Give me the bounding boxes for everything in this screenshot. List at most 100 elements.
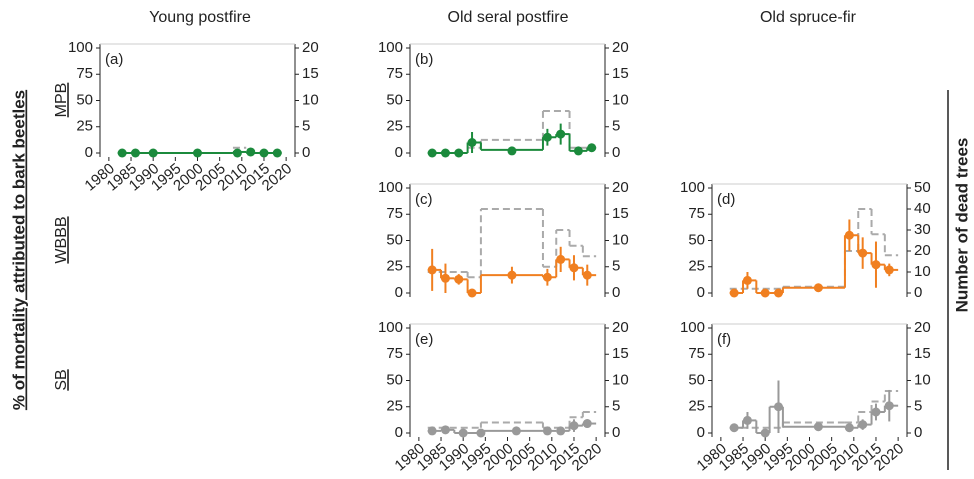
y-tick-label: 50 bbox=[76, 91, 93, 108]
y-tick-label: 0 bbox=[697, 284, 705, 301]
point bbox=[259, 148, 269, 158]
y-tick-label: 50 bbox=[386, 371, 403, 388]
panel-label: (e) bbox=[415, 331, 433, 348]
point bbox=[542, 426, 552, 436]
y2-tick-label: 10 bbox=[612, 231, 629, 248]
point bbox=[117, 148, 127, 158]
point bbox=[232, 148, 242, 158]
point bbox=[467, 138, 477, 147]
y-tick-label: 75 bbox=[688, 205, 705, 222]
y2-tick-label: 15 bbox=[612, 205, 629, 222]
column-title: Young postfire bbox=[149, 9, 251, 26]
y-tick-label: 100 bbox=[680, 179, 705, 196]
y-tick-label: 100 bbox=[378, 39, 403, 56]
row-label: WBBB bbox=[53, 216, 70, 263]
point bbox=[858, 248, 868, 258]
y-tick-label: 0 bbox=[395, 284, 403, 301]
point bbox=[884, 401, 894, 411]
y2-tick-label: 5 bbox=[302, 118, 310, 135]
y2-tick-label: 0 bbox=[612, 284, 620, 301]
point bbox=[582, 270, 592, 280]
point bbox=[844, 230, 854, 240]
y2-axis-label: Number of dead trees bbox=[952, 138, 971, 313]
y2-tick-label: 0 bbox=[302, 144, 310, 161]
y-tick-label: 50 bbox=[386, 231, 403, 248]
point bbox=[729, 288, 739, 298]
row-label: MPB bbox=[53, 83, 70, 118]
y2-tick-label: 15 bbox=[612, 65, 629, 82]
point bbox=[569, 421, 579, 431]
point bbox=[729, 423, 739, 433]
y2-tick-label: 0 bbox=[914, 284, 922, 301]
point bbox=[858, 420, 868, 430]
panel-label: (f) bbox=[717, 331, 731, 348]
point bbox=[454, 274, 464, 284]
point bbox=[507, 270, 517, 280]
y-tick-label: 25 bbox=[386, 398, 403, 415]
point bbox=[773, 288, 783, 298]
point bbox=[569, 263, 579, 273]
y2-tick-label: 10 bbox=[302, 91, 319, 108]
y-tick-label: 25 bbox=[386, 258, 403, 275]
column-title: Old seral postfire bbox=[448, 9, 569, 26]
point bbox=[582, 419, 592, 429]
y2-tick-label: 5 bbox=[612, 398, 620, 415]
point bbox=[742, 415, 752, 425]
point bbox=[556, 129, 566, 139]
y-tick-label: 75 bbox=[688, 345, 705, 362]
y2-tick-label: 20 bbox=[914, 242, 931, 259]
point bbox=[454, 148, 464, 158]
y2-tick-label: 20 bbox=[612, 179, 629, 196]
y2-tick-label: 5 bbox=[914, 398, 922, 415]
y2-tick-label: 10 bbox=[612, 91, 629, 108]
y-tick-label: 0 bbox=[697, 424, 705, 441]
y2-tick-label: 20 bbox=[612, 319, 629, 336]
point bbox=[130, 148, 140, 158]
point bbox=[760, 288, 770, 298]
y-tick-label: 50 bbox=[688, 231, 705, 248]
y-tick-label: 100 bbox=[378, 319, 403, 336]
point bbox=[427, 148, 437, 158]
y-tick-label: 75 bbox=[386, 345, 403, 362]
y-tick-label: 100 bbox=[378, 179, 403, 196]
column-title: Old spruce-fir bbox=[760, 9, 857, 26]
y-tick-label: 25 bbox=[386, 118, 403, 135]
panel-label: (c) bbox=[415, 191, 433, 208]
y-tick-label: 0 bbox=[85, 144, 93, 161]
point bbox=[587, 143, 597, 153]
point bbox=[813, 283, 823, 293]
point bbox=[844, 423, 854, 433]
y2-tick-label: 0 bbox=[612, 424, 620, 441]
y2-tick-label: 40 bbox=[914, 200, 931, 217]
y2-tick-label: 30 bbox=[914, 221, 931, 238]
point bbox=[458, 428, 468, 438]
y-tick-label: 100 bbox=[680, 319, 705, 336]
y2-tick-label: 20 bbox=[612, 39, 629, 56]
point bbox=[148, 148, 158, 158]
y-tick-label: 25 bbox=[688, 398, 705, 415]
y2-tick-label: 15 bbox=[612, 345, 629, 362]
y-axis-label: % of mortality attributed to bark beetle… bbox=[9, 90, 28, 410]
y-tick-label: 75 bbox=[386, 65, 403, 82]
point bbox=[813, 422, 823, 432]
point bbox=[427, 426, 437, 436]
y2-tick-label: 0 bbox=[914, 424, 922, 441]
point bbox=[871, 407, 881, 417]
y-tick-label: 100 bbox=[68, 39, 93, 56]
point bbox=[742, 275, 752, 285]
y-tick-label: 50 bbox=[688, 371, 705, 388]
y-tick-label: 25 bbox=[76, 118, 93, 135]
y2-tick-label: 20 bbox=[302, 39, 319, 56]
point bbox=[467, 288, 477, 298]
y2-tick-label: 10 bbox=[612, 371, 629, 388]
y-tick-label: 25 bbox=[688, 258, 705, 275]
y2-tick-label: 20 bbox=[914, 319, 931, 336]
y2-tick-label: 10 bbox=[914, 371, 931, 388]
point bbox=[573, 146, 583, 156]
y2-tick-label: 5 bbox=[612, 118, 620, 135]
panel-label: (d) bbox=[717, 191, 735, 208]
point bbox=[476, 428, 486, 438]
point bbox=[440, 273, 450, 283]
y2-tick-label: 10 bbox=[914, 263, 931, 280]
